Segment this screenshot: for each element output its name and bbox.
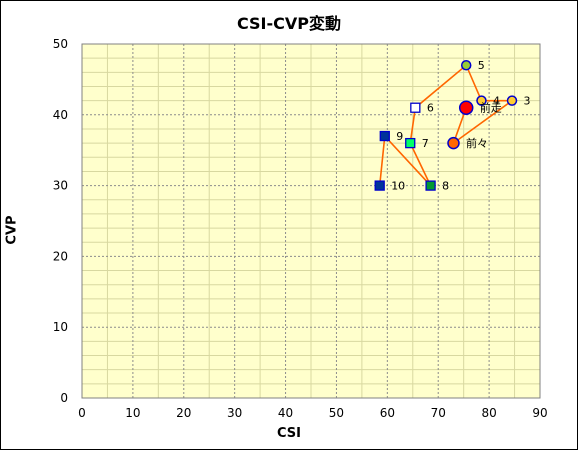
data-point-label: 6 [427, 102, 434, 115]
x-tick-label: 20 [176, 406, 191, 420]
y-tick-label: 0 [60, 391, 68, 405]
y-tick-label: 20 [53, 249, 68, 263]
x-tick-label: 10 [125, 406, 140, 420]
x-tick-label: 70 [431, 406, 446, 420]
data-point-label: 9 [396, 130, 403, 143]
data-point [425, 180, 436, 191]
data-point-label: 4 [493, 95, 500, 108]
data-point-label: 8 [442, 180, 449, 193]
x-tick-label: 60 [380, 406, 395, 420]
data-point-label: 10 [391, 180, 405, 193]
y-tick-label: 10 [53, 320, 68, 334]
connecting-lines [378, 63, 515, 187]
data-point-label: 5 [478, 59, 485, 72]
data-point [458, 100, 474, 115]
x-tick-label: 50 [329, 406, 344, 420]
data-point-label: 前走 [480, 101, 502, 115]
data-point [447, 136, 460, 150]
x-axis-ticks: 0 10 20 30 40 50 60 70 80 90 [78, 406, 547, 420]
data-points [374, 59, 518, 191]
x-tick-label: 0 [78, 406, 86, 420]
x-tick-label: 80 [481, 406, 496, 420]
minor-gridlines [82, 44, 540, 398]
data-point [410, 102, 421, 113]
data-point [460, 59, 472, 71]
x-tick-label: 30 [227, 406, 242, 420]
series-line [378, 63, 515, 187]
data-point [506, 95, 518, 106]
data-point-label: 3 [524, 95, 531, 108]
data-point [405, 137, 416, 149]
data-point [379, 130, 390, 142]
x-tick-label: 40 [278, 406, 293, 420]
data-point-label: 前々 [466, 136, 488, 150]
x-tick-label: 90 [532, 406, 547, 420]
chart-title: CSI-CVP変動 [236, 14, 341, 33]
major-gridlines [82, 44, 540, 398]
data-point [374, 180, 385, 191]
data-point-label: 7 [422, 137, 429, 150]
y-tick-label: 40 [53, 108, 68, 122]
y-tick-label: 30 [53, 179, 68, 193]
plot-border [81, 43, 541, 399]
y-tick-label: 50 [53, 37, 68, 51]
data-point [476, 95, 487, 106]
y-axis-ticks: 0 10 20 30 40 50 [53, 37, 68, 405]
x-axis-label: CSI [277, 426, 301, 441]
